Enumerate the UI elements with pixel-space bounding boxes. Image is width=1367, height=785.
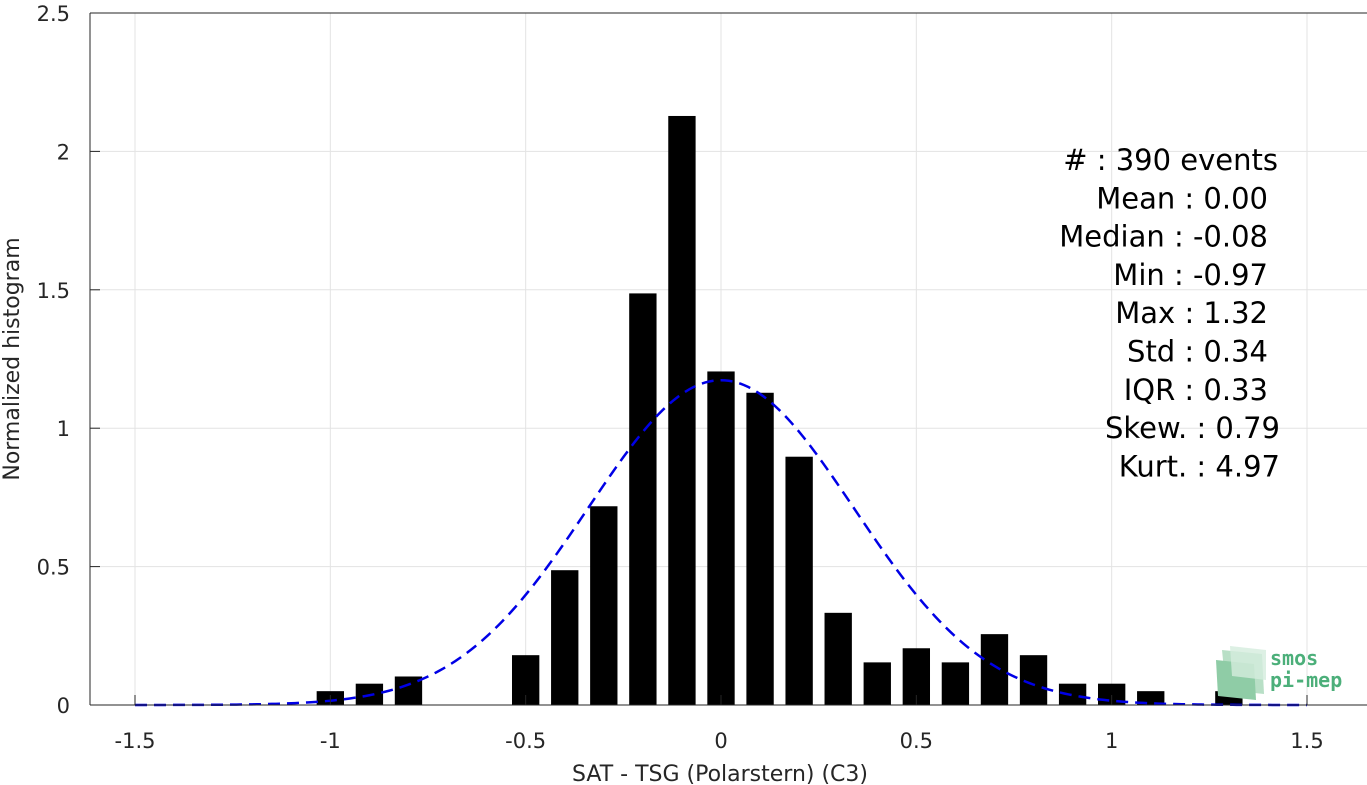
stat-line: # : 390 events	[1063, 143, 1278, 177]
y-tick-label: 2	[57, 140, 70, 164]
x-tick-label: -1	[320, 729, 341, 753]
axes	[89, 12, 1367, 706]
logo-mark-icon	[1216, 646, 1266, 700]
logo-line2: pi-mep	[1270, 668, 1342, 692]
x-tick-label: -0.5	[505, 729, 546, 753]
histogram-bar	[941, 662, 970, 705]
stat-line: IQR : 0.33	[1124, 373, 1268, 407]
histogram-bar	[746, 392, 774, 705]
y-tick-label: 1.5	[37, 279, 70, 303]
histogram-bar	[1019, 655, 1048, 705]
stat-line: Kurt. : 4.97	[1119, 449, 1280, 483]
x-tick-label: -1.5	[115, 729, 156, 753]
histogram-bar	[824, 612, 852, 705]
stat-line: Min : -0.97	[1113, 258, 1268, 292]
y-ticks: 0 0.5 1 1.5 2 2.5	[37, 2, 100, 718]
x-tick-label: 0	[714, 729, 727, 753]
smos-pimep-logo: smos pi-mep	[1216, 646, 1342, 700]
bars-group	[316, 115, 1243, 705]
stat-line: Median : -0.08	[1059, 220, 1268, 254]
x-tick-label: 1.5	[1290, 729, 1323, 753]
histogram-bar	[629, 293, 657, 705]
histogram-bar	[863, 662, 891, 705]
histogram-bar	[590, 506, 618, 705]
y-tick-label: 2.5	[37, 2, 70, 26]
stat-line: Std : 0.34	[1127, 335, 1268, 369]
histogram-bar	[980, 634, 1009, 705]
y-tick-label: 0.5	[37, 556, 70, 580]
logo-line1: smos	[1270, 646, 1318, 670]
histogram-bar	[668, 115, 696, 705]
stat-line: Mean : 0.00	[1096, 181, 1268, 215]
x-tick-label: 1	[1105, 729, 1118, 753]
histogram-bar	[1058, 683, 1087, 705]
y-tick-label: 0	[57, 694, 70, 718]
stat-line: Max : 1.32	[1115, 296, 1268, 330]
stats-annotations: # : 390 events Mean : 0.00 Median : -0.08 M…	[1059, 143, 1280, 483]
x-ticks: -1.5 -1 -0.5 0 0.5 1 1.5	[115, 695, 1324, 753]
y-axis-label: Normalized histogram	[0, 237, 25, 480]
y-tick-label: 1	[57, 417, 70, 441]
x-axis-label: SAT - TSG (Polarstern) (C3)	[572, 762, 868, 785]
x-tick-label: 0.5	[900, 729, 933, 753]
stat-line: Skew. : 0.79	[1105, 411, 1280, 445]
histogram-bar	[785, 456, 813, 705]
histogram-bar	[551, 570, 579, 705]
histogram-bar	[707, 371, 735, 705]
histogram-bar	[1137, 691, 1165, 705]
